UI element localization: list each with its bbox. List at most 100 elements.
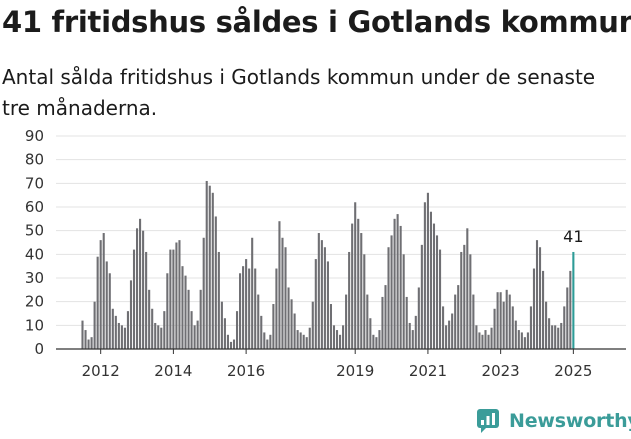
bar	[442, 306, 445, 349]
bar	[132, 249, 136, 349]
bar	[502, 301, 505, 349]
bar	[208, 185, 211, 349]
bar	[342, 325, 345, 349]
bar	[202, 237, 205, 349]
bar-chart: 0 10 20 30 40 50 60 70 80 90 2012 2014 2016 2019 2021…	[25, 127, 626, 380]
bar	[232, 339, 236, 349]
bar	[175, 242, 178, 349]
bar	[260, 315, 263, 349]
bar	[481, 334, 484, 349]
bar	[420, 244, 423, 349]
bar	[90, 337, 93, 349]
bar	[423, 202, 426, 349]
bar	[217, 251, 220, 349]
bar	[139, 218, 142, 349]
bar	[184, 275, 187, 349]
bar	[511, 306, 514, 349]
bar	[487, 334, 490, 349]
bar	[117, 322, 120, 349]
bar	[466, 228, 469, 349]
bar	[272, 304, 275, 349]
x-axis: 2012 2014 2016 2019 2021 2023 2025	[56, 348, 626, 380]
bar	[263, 332, 266, 349]
bar	[102, 233, 105, 349]
bar	[499, 292, 502, 349]
bar	[114, 315, 117, 349]
bar	[145, 251, 148, 349]
bar	[348, 251, 351, 349]
bar	[538, 247, 542, 349]
bar	[214, 216, 217, 349]
bar	[551, 325, 554, 349]
bar	[223, 318, 226, 349]
bar	[372, 334, 375, 349]
bar	[532, 268, 536, 349]
bar	[290, 299, 293, 349]
bar	[445, 325, 448, 349]
bar	[339, 334, 342, 349]
bar	[542, 270, 545, 349]
bar	[96, 256, 99, 349]
bar	[87, 339, 90, 349]
bar	[284, 247, 287, 349]
bar	[245, 259, 248, 349]
bar	[508, 294, 511, 349]
bar	[560, 322, 563, 349]
bar	[332, 325, 336, 349]
bar	[269, 334, 272, 349]
bar	[287, 287, 290, 349]
bar	[375, 337, 378, 349]
bar	[296, 330, 299, 349]
bar	[408, 322, 411, 349]
bar	[190, 311, 193, 349]
bar	[457, 285, 460, 349]
bar	[84, 330, 87, 349]
bar	[384, 285, 387, 349]
y-tick-label: 90	[25, 127, 44, 145]
bar	[484, 330, 487, 349]
newsworthy-logo[interactable]: Newsworthy	[476, 408, 631, 434]
bar	[196, 320, 199, 349]
bar	[351, 223, 354, 349]
bar	[278, 221, 281, 349]
bar	[496, 292, 499, 349]
bar	[81, 320, 84, 349]
bar	[187, 289, 190, 349]
x-tick-label: 2021	[409, 362, 447, 380]
bar	[363, 254, 366, 349]
bar	[569, 270, 572, 349]
bar	[360, 233, 363, 349]
bar	[526, 332, 529, 349]
bar	[293, 313, 296, 349]
bar	[414, 315, 417, 349]
bar	[211, 192, 214, 349]
bar	[157, 325, 160, 349]
bar	[354, 202, 357, 349]
bar	[417, 287, 420, 349]
bar	[478, 332, 481, 349]
bar	[257, 294, 260, 349]
bar	[345, 294, 348, 349]
bar	[411, 330, 414, 349]
bar	[535, 240, 539, 349]
chart-title: 41 fritidshus såldes i Gotlands kommun	[2, 5, 631, 39]
bar	[357, 218, 360, 349]
bar	[438, 249, 442, 349]
x-tick-label: 2016	[227, 362, 265, 380]
bar	[329, 304, 333, 349]
x-tick-label: 2025	[554, 362, 592, 380]
bar	[432, 223, 436, 349]
x-tick-label: 2014	[154, 362, 192, 380]
bar	[396, 214, 399, 349]
bar	[554, 325, 557, 349]
newsworthy-logo-icon	[477, 409, 499, 433]
bar	[199, 289, 202, 349]
bar	[335, 330, 339, 349]
bar	[142, 230, 145, 349]
y-tick-label: 10	[25, 316, 44, 334]
bar	[99, 240, 102, 349]
bar	[399, 225, 402, 349]
bar	[181, 266, 184, 349]
last-value-label: 41	[563, 227, 583, 246]
bar	[302, 334, 305, 349]
